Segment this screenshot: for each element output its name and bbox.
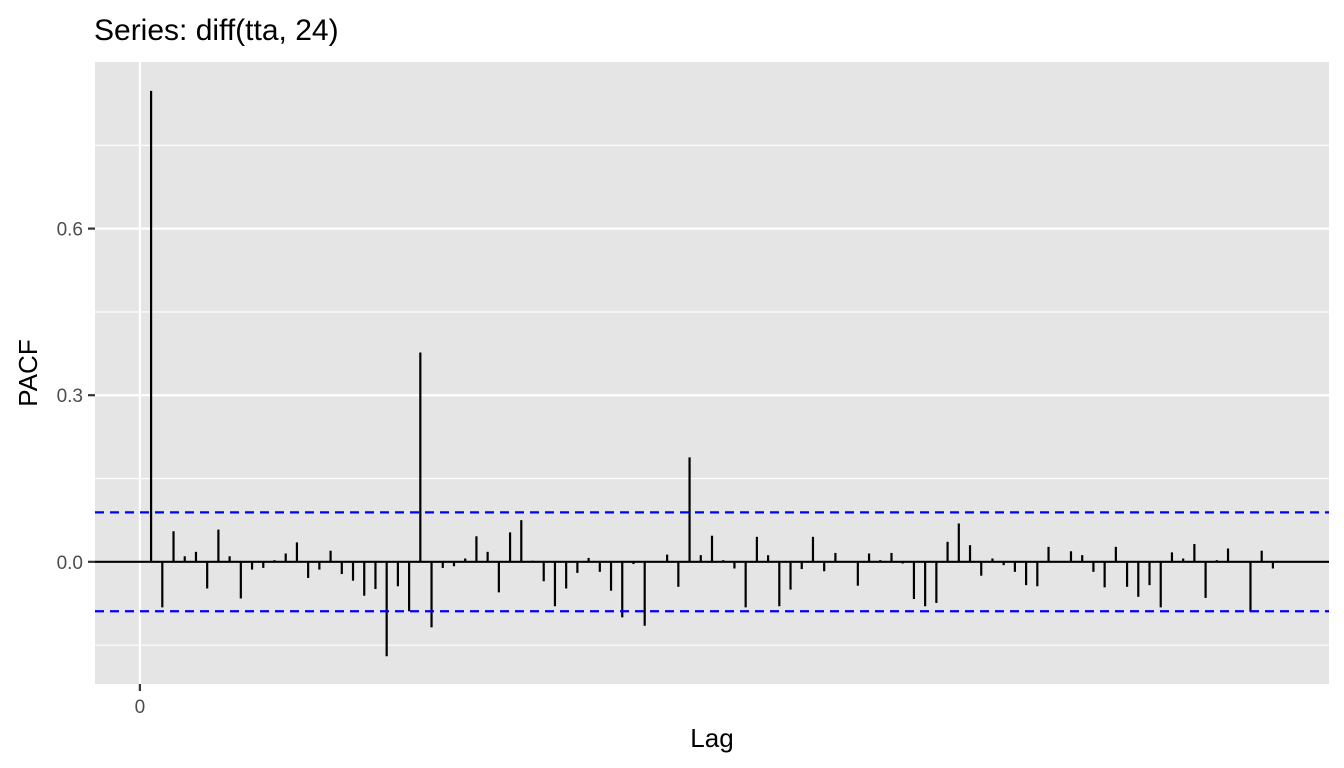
minor-gridlines xyxy=(95,144,1329,646)
x-axis: 0 xyxy=(135,684,146,718)
y-axis-title: PACF xyxy=(13,339,43,406)
y-tick-label: 0.6 xyxy=(57,220,83,241)
x-tick-label: 0 xyxy=(135,697,146,718)
y-tick-label: 0.3 xyxy=(57,386,83,407)
y-tick-label: 0.0 xyxy=(57,553,83,574)
chart-title: Series: diff(tta, 24) xyxy=(94,14,339,47)
x-axis-title: Lag xyxy=(690,723,733,753)
y-axis: 0.0 0.3 0.6 xyxy=(57,220,95,574)
plot-panel xyxy=(95,62,1329,684)
pacf-bars xyxy=(149,90,1275,657)
